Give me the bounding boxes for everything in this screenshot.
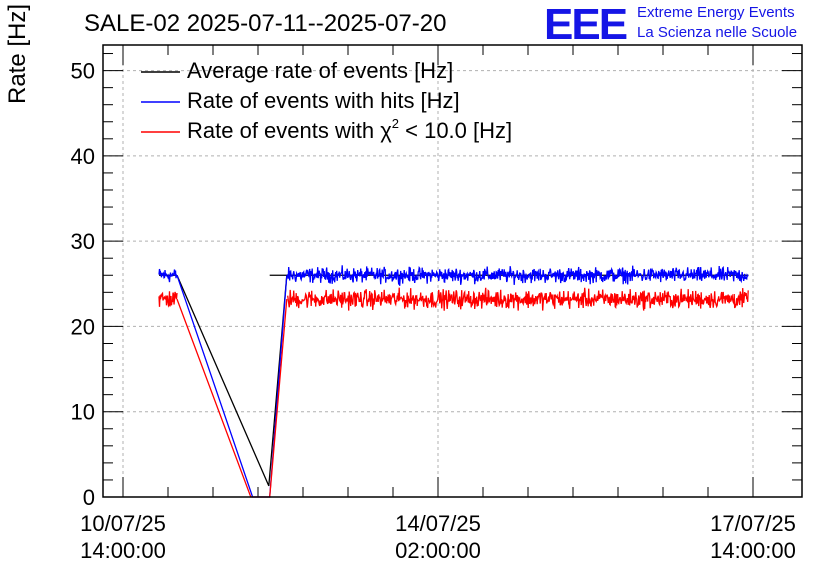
y-tick-labels: 0 10 20 30 40 50 — [71, 59, 95, 510]
y-axis-label: Rate [Hz] — [4, 3, 31, 104]
y-tick-label: 40 — [71, 144, 95, 169]
x-tick-date: 17/07/25 — [710, 511, 796, 536]
legend-swatches — [141, 71, 180, 133]
series-layer — [158, 265, 749, 498]
series-0 — [159, 274, 749, 487]
x-tick-time: 14:00:00 — [80, 538, 166, 563]
legend-chi2-symbol: χ — [380, 118, 392, 143]
x-tick-label: 17/07/25 14:00:00 — [698, 510, 808, 564]
series-2 — [158, 287, 749, 498]
logo-line-1: Extreme Energy Events — [637, 4, 795, 21]
legend-chi2-suffix: < 10.0 [Hz] — [399, 118, 513, 143]
y-tick-label: 0 — [83, 485, 95, 510]
legend-chi2-prefix: Rate of events with — [187, 118, 381, 143]
series-gap-path — [176, 275, 288, 487]
series-noise-band — [287, 265, 749, 286]
x-tick-label: 14/07/25 02:00:00 — [383, 510, 493, 564]
plot-frame — [102, 44, 803, 498]
legend-item-average: Average rate of events [Hz] — [187, 58, 454, 83]
logo-line-2: La Scienza nelle Scuole — [637, 24, 798, 41]
x-tick-label: 10/07/25 14:00:00 — [68, 510, 178, 564]
grid-lines — [103, 45, 802, 497]
series-noise-band — [287, 287, 749, 311]
y-tick-label: 20 — [71, 314, 95, 339]
legend-chi2-superscript: 2 — [391, 116, 400, 131]
chart-title: SALE-02 2025-07-11--2025-07-20 — [84, 10, 447, 37]
x-tick-date: 10/07/25 — [80, 511, 166, 536]
y-tick-label: 30 — [71, 229, 95, 254]
x-tick-time: 02:00:00 — [395, 538, 481, 563]
series-noise-band — [158, 268, 178, 283]
y-tick-label: 50 — [71, 59, 95, 84]
y-tick-label: 10 — [71, 400, 95, 425]
eee-logo: EEE — [544, 0, 628, 49]
legend-item-chi2: Rate of events with χ2 < 10.0 [Hz] — [187, 116, 513, 144]
legend-item-hits: Rate of events with hits [Hz] — [187, 88, 460, 113]
series-noise-band — [158, 291, 178, 308]
x-tick-date: 14/07/25 — [395, 511, 481, 536]
x-tick-time: 14:00:00 — [710, 538, 796, 563]
